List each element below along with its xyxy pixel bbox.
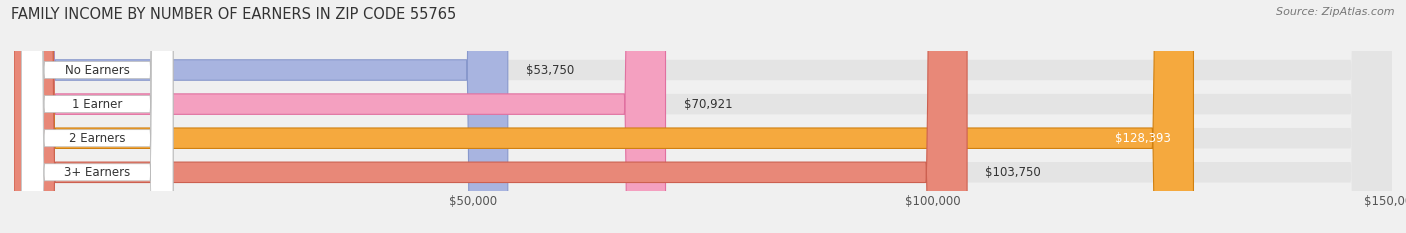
FancyBboxPatch shape xyxy=(14,0,967,233)
Text: $128,393: $128,393 xyxy=(1115,132,1171,145)
Text: 2 Earners: 2 Earners xyxy=(69,132,125,145)
FancyBboxPatch shape xyxy=(21,0,173,233)
Text: $103,750: $103,750 xyxy=(986,166,1042,179)
FancyBboxPatch shape xyxy=(14,0,1392,233)
Text: 1 Earner: 1 Earner xyxy=(72,98,122,111)
FancyBboxPatch shape xyxy=(14,0,665,233)
FancyBboxPatch shape xyxy=(14,0,508,233)
Text: $70,921: $70,921 xyxy=(683,98,733,111)
Text: FAMILY INCOME BY NUMBER OF EARNERS IN ZIP CODE 55765: FAMILY INCOME BY NUMBER OF EARNERS IN ZI… xyxy=(11,7,457,22)
FancyBboxPatch shape xyxy=(14,0,1194,233)
FancyBboxPatch shape xyxy=(14,0,1392,233)
Text: Source: ZipAtlas.com: Source: ZipAtlas.com xyxy=(1277,7,1395,17)
Text: No Earners: No Earners xyxy=(65,64,129,76)
FancyBboxPatch shape xyxy=(21,0,173,233)
FancyBboxPatch shape xyxy=(21,0,173,233)
FancyBboxPatch shape xyxy=(21,0,173,233)
FancyBboxPatch shape xyxy=(14,0,1392,233)
Text: 3+ Earners: 3+ Earners xyxy=(65,166,131,179)
FancyBboxPatch shape xyxy=(14,0,1392,233)
Text: $53,750: $53,750 xyxy=(526,64,575,76)
